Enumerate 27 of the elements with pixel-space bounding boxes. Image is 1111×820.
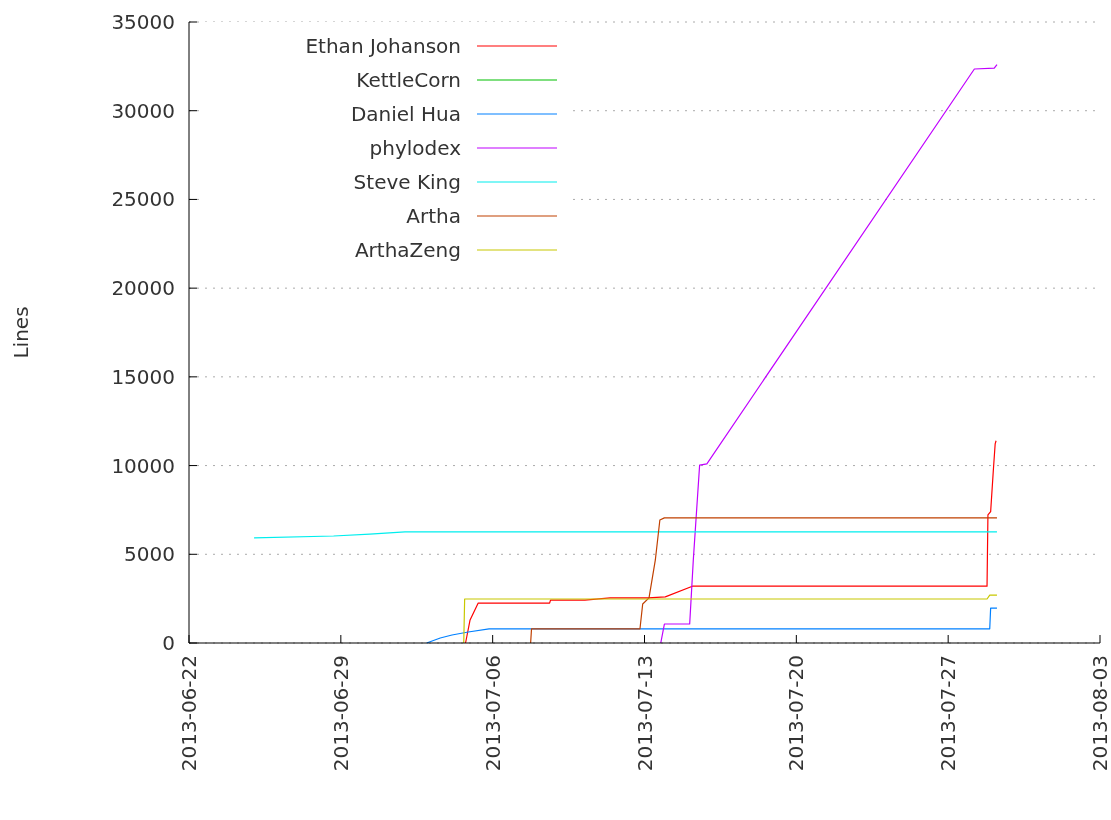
- y-tick-label: 5000: [124, 542, 175, 567]
- y-tick-label: 15000: [111, 364, 175, 389]
- y-tick-label: 20000: [111, 276, 175, 301]
- legend-label: Steve King: [353, 170, 461, 194]
- legend-label: Daniel Hua: [350, 102, 461, 126]
- y-tick-label: 0: [162, 631, 175, 655]
- x-tick-label: 2013-07-20: [784, 655, 809, 772]
- x-tick-label: 2013-06-29: [328, 655, 353, 772]
- y-axis-title: Lines: [9, 306, 33, 359]
- line-series: [464, 440, 997, 644]
- x-tick-label: 2013-07-27: [936, 655, 961, 772]
- line-series: [660, 63, 998, 644]
- y-tick-label: 30000: [111, 98, 175, 123]
- y-tick-label: 25000: [111, 187, 175, 212]
- legend-label: ArthaZeng: [354, 238, 461, 262]
- line-series: [253, 531, 998, 539]
- legend-label: KettleCorn: [356, 68, 461, 92]
- legend-label: Artha: [406, 204, 461, 228]
- x-tick-label: 2013-07-06: [480, 655, 505, 772]
- x-tick-label: 2013-07-13: [632, 655, 657, 772]
- x-tick-label: 2013-08-03: [1088, 655, 1111, 772]
- legend-label: phylodex: [369, 136, 462, 160]
- x-tick-label: 2013-06-22: [177, 655, 201, 772]
- y-tick-label: 10000: [111, 453, 175, 478]
- y-tick-label: 35000: [111, 10, 175, 34]
- line-series: [530, 517, 998, 644]
- legend-label: Ethan Johanson: [305, 34, 461, 58]
